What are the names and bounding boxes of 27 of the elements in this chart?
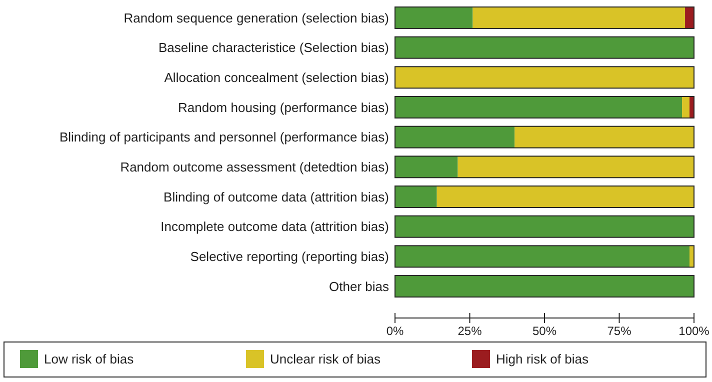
bar [514,126,694,148]
y-tick-label: Other bias [329,278,390,294]
legend-label: Unclear risk of bias [270,352,382,367]
x-tick-label: 75% [607,324,632,338]
bar [395,126,515,148]
bar [395,156,458,178]
y-tick-label: Baseline characteristice (Selection bias) [158,40,389,56]
y-tick-label: Blinding of participants and personnel (performance bias) [59,130,389,145]
bar [436,186,694,208]
x-tick-label: 100% [678,324,710,338]
legend-label: High risk of bias [496,352,589,367]
y-tick-label: Random sequence generation (selection bias) [124,10,389,26]
y-tick-label: Random housing (performance bias) [178,100,389,115]
x-tick-label: 25% [458,324,482,338]
bar [682,96,690,118]
bar [472,6,686,28]
y-tick-label: Random outcome assessment (detedtion bias) [120,159,389,174]
y-tick-label: Selective reporting (reporting bias) [190,248,389,264]
x-tick-label: 0% [386,324,404,338]
y-tick-label: Blinding of outcome data (attrition bias) [164,189,389,204]
y-tick-label: Allocation concealment (selection bias) [164,70,389,85]
bar [395,186,437,208]
y-tick-label: Incomplete outcome data (attrition bias) [160,219,389,234]
x-tick-label: 50% [532,324,557,338]
bar [458,156,694,178]
bar [395,6,473,28]
legend-label: Low risk of bias [44,352,134,367]
